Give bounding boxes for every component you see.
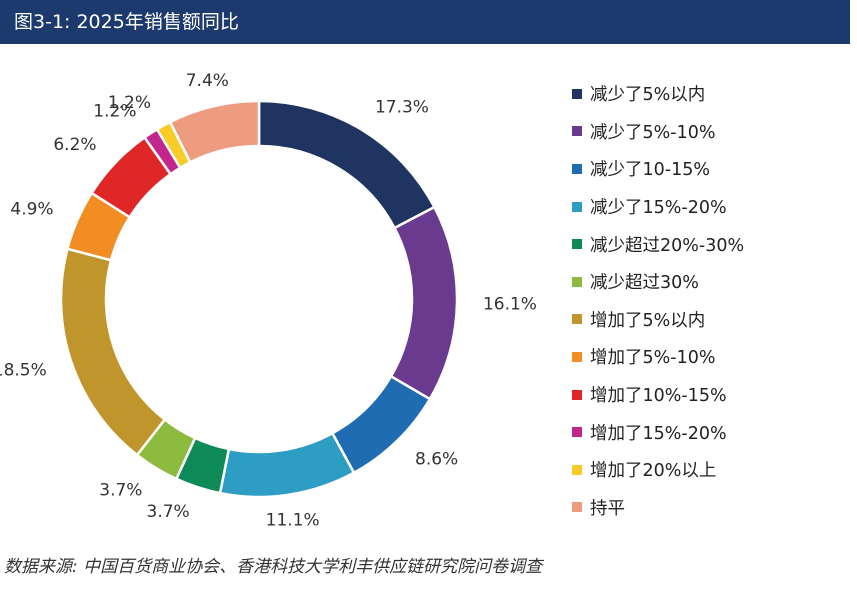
legend-item: 减少了5%-10% <box>572 113 744 151</box>
legend-swatch <box>572 427 582 438</box>
legend-item: 增加了5%-10% <box>572 338 744 376</box>
legend-swatch <box>572 201 582 212</box>
legend-label: 减少了5%以内 <box>590 85 706 106</box>
legend-swatch <box>572 502 582 513</box>
slice-value-label: 4.9% <box>10 200 53 220</box>
legend-label: 减少了10-15% <box>590 160 710 181</box>
slice-value-label: 17.3% <box>375 97 429 117</box>
legend-swatch <box>572 88 582 99</box>
donut-slice-7 <box>59 247 167 457</box>
legend-item: 减少超过20%-30% <box>572 225 744 263</box>
legend-label: 增加了5%以内 <box>590 310 706 331</box>
legend-swatch <box>572 276 582 287</box>
slice-value-label: 1.2% <box>93 101 136 121</box>
slice-value-label: 8.6% <box>415 450 458 470</box>
legend-swatch <box>572 163 582 174</box>
legend-label: 增加了20%以上 <box>590 461 717 482</box>
donut-chart: 17.3% 16.1% 8.6% 11.1% 3.7%3.7% 18.5% 4.9% 6.2%… <box>0 71 537 530</box>
slice-value-label: 11.1% <box>266 510 320 530</box>
legend-swatch <box>572 351 582 362</box>
legend-item: 持平 <box>572 489 744 527</box>
legend-label: 减少超过20%-30% <box>590 235 745 256</box>
slice-value-label: 1.2% <box>108 93 151 113</box>
donut-slice-4 <box>218 431 356 499</box>
legend-swatch <box>572 314 582 325</box>
legend-swatch <box>572 464 582 475</box>
legend-swatch <box>572 239 582 250</box>
legend-label: 增加了15%-20% <box>590 423 727 444</box>
source-note: 数据来源: 中国百货商业协会、香港科技大学利丰供应链研究院问卷调查 <box>4 557 543 577</box>
legend-item: 增加了10%-15% <box>572 376 744 414</box>
slice-value-label: 7.4% <box>186 71 229 91</box>
donut-slice-2 <box>389 205 459 401</box>
slice-value-label: 3.7% <box>147 502 190 522</box>
slice-value-label: 18.5% <box>0 361 47 381</box>
legend-item: 增加了20%以上 <box>572 451 744 489</box>
legend-label: 增加了5%-10% <box>590 348 716 369</box>
legend-item: 增加了5%以内 <box>572 301 744 339</box>
legend-item: 减少超过30% <box>572 263 744 301</box>
donut-slice-1 <box>257 99 437 230</box>
legend-swatch <box>572 389 582 400</box>
legend-label: 减少超过30% <box>590 273 699 294</box>
slice-value-label: 3.7% <box>99 480 142 500</box>
legend-label: 增加了10%-15% <box>590 386 727 407</box>
legend-item: 减少了10-15% <box>572 150 744 188</box>
donut-slice-12 <box>168 99 261 164</box>
legend-item: 减少了15%-20% <box>572 188 744 226</box>
legend-item: 增加了15%-20% <box>572 413 744 451</box>
legend-swatch <box>572 126 582 137</box>
legend-label: 减少了5%-10% <box>590 122 716 143</box>
slice-value-label: 6.2% <box>53 135 96 155</box>
legend-label: 持平 <box>590 498 625 519</box>
chart-legend: 减少了5%以内 减少了5%-10% 减少了10-15% 减少了15%-20% 减少超过2… <box>572 75 744 526</box>
legend-label: 减少了15%-20% <box>590 198 727 219</box>
slice-value-label: 16.1% <box>483 294 537 314</box>
legend-item: 减少了5%以内 <box>572 75 744 113</box>
chart-title: 图3-1: 2025年销售额同比 <box>0 0 850 44</box>
